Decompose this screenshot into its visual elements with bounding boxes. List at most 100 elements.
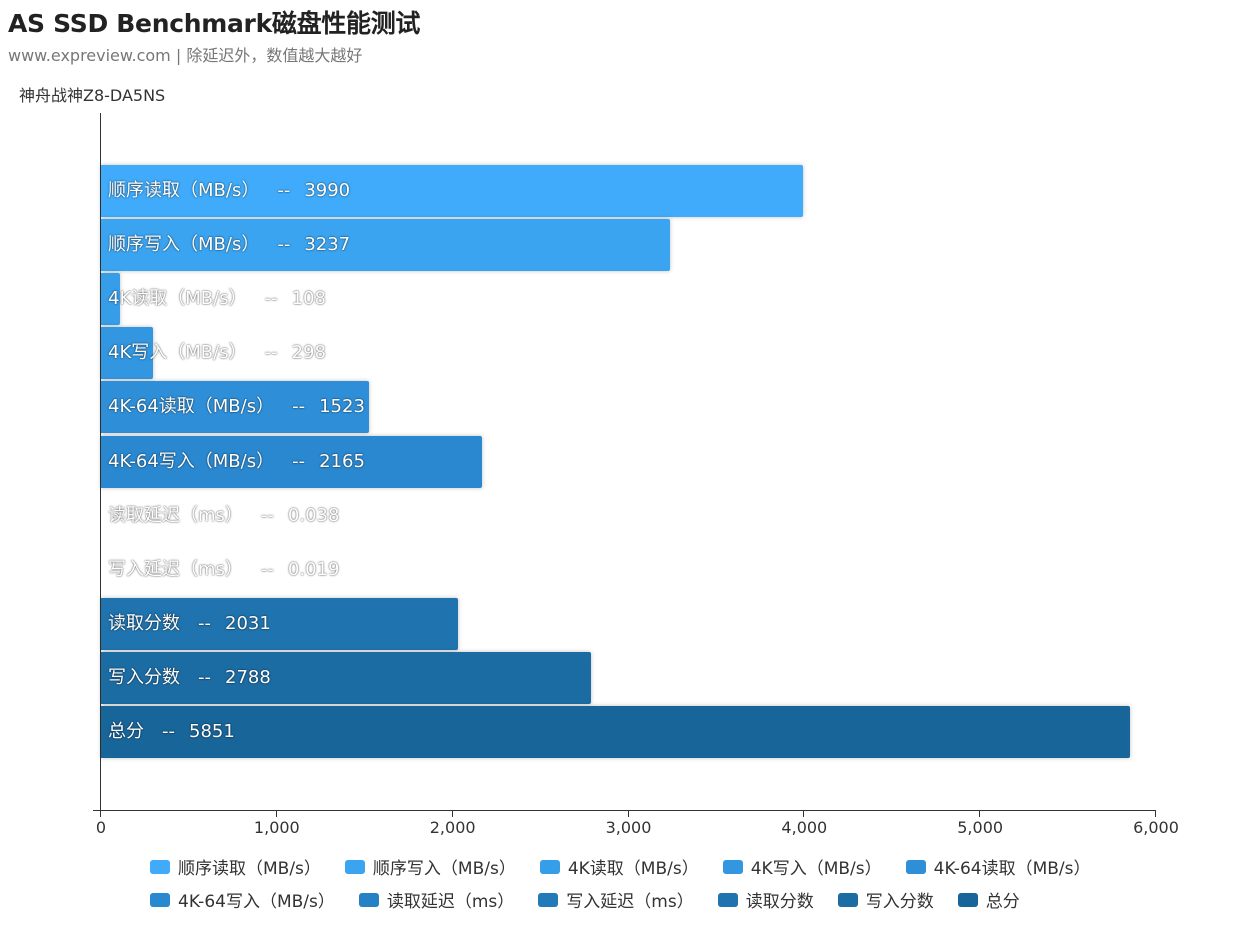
x-tick-label: 3,000	[605, 818, 652, 837]
legend-item[interactable]: 读取分数	[717, 887, 814, 912]
legend-swatch-icon	[957, 892, 978, 907]
x-axis-line	[93, 810, 1156, 811]
x-tick	[451, 810, 453, 817]
bar-label-separator: --	[264, 288, 278, 310]
bar-label: 4K写入（MB/s） -- 298	[108, 327, 326, 379]
legend-label: 4K-64读取（MB/s）	[933, 859, 1091, 879]
legend-item[interactable]: 4K写入（MB/s）	[722, 854, 882, 879]
bar-label-name: 4K-64写入（MB/s）	[108, 450, 275, 472]
bar-label-value: 0.019	[287, 558, 340, 580]
bar-label-separator: --	[198, 666, 211, 688]
legend-label: 顺序写入（MB/s）	[372, 859, 516, 879]
x-tick	[275, 810, 277, 817]
bar[interactable]	[101, 273, 120, 326]
legend-swatch-icon	[837, 892, 858, 907]
bar[interactable]	[101, 165, 803, 217]
bar-label-separator: --	[277, 180, 291, 201]
legend-item[interactable]: 写入延迟（ms）	[538, 887, 694, 912]
bar-label-name: 顺序读取（MB/s）	[108, 180, 260, 201]
legend-item[interactable]: 写入分数	[837, 887, 934, 912]
legend-swatch-icon	[538, 892, 559, 907]
bar-label-value: 5851	[189, 721, 235, 742]
legend-label: 总分	[985, 892, 1020, 912]
x-tick	[1155, 810, 1156, 817]
bar-label-value: 3990	[304, 180, 351, 201]
bar-label-value: 3237	[304, 234, 351, 256]
legend-label: 4K写入（MB/s）	[750, 859, 882, 879]
bar-label-name: 读取延迟（ms）	[108, 504, 243, 526]
device-label: 神舟战神Z8-DA5NS	[19, 86, 166, 105]
bar-label: 读取分数 -- 2031	[108, 598, 271, 650]
bar-label-name: 写入延迟（ms）	[108, 558, 243, 580]
legend-label: 读取延迟（ms）	[386, 892, 515, 912]
legend-swatch-icon	[722, 859, 743, 874]
x-tick-label: 0	[95, 818, 107, 837]
bar-label: 4K读取（MB/s） -- 108	[108, 273, 326, 325]
bar-label-separator: --	[260, 558, 274, 580]
x-tick	[979, 810, 981, 817]
legend: 顺序读取（MB/s） 顺序写入（MB/s） 4K读取（MB/s） 4K写入（MB/s）…	[150, 850, 1150, 916]
bar-label-separator: --	[292, 396, 306, 418]
bar-label: 顺序写入（MB/s） -- 3237	[108, 219, 350, 271]
legend-row: 4K-64写入（MB/s） 读取延迟（ms） 写入延迟（ms） 读取分数 写入分数 总分	[150, 883, 1150, 916]
legend-item[interactable]: 4K读取（MB/s）	[539, 854, 699, 879]
x-tick-label: 2,000	[429, 818, 476, 837]
bar-label: 顺序读取（MB/s） -- 3990	[108, 165, 350, 217]
legend-item[interactable]: 顺序写入（MB/s）	[344, 854, 516, 879]
legend-item[interactable]: 4K-64读取（MB/s）	[905, 854, 1091, 879]
legend-item[interactable]: 顺序读取（MB/s）	[150, 854, 321, 879]
x-tick	[100, 810, 101, 817]
bar[interactable]	[101, 219, 671, 272]
bar-label: 写入分数 -- 2788	[108, 652, 271, 704]
x-tick-label: 5,000	[957, 818, 1004, 837]
bar[interactable]	[101, 327, 154, 380]
legend-label: 4K-64写入（MB/s）	[178, 892, 335, 912]
bar[interactable]	[101, 651, 592, 704]
bar-label-name: 总分	[108, 721, 144, 742]
legend-label: 4K读取（MB/s）	[567, 859, 699, 879]
bar[interactable]	[101, 597, 459, 650]
bar-label-separator: --	[292, 450, 306, 472]
legend-item[interactable]: 读取延迟（ms）	[358, 887, 515, 912]
bar-label-name: 读取分数	[108, 612, 180, 634]
bar-label: 4K-64写入（MB/s） -- 2165	[108, 436, 365, 488]
chart-subtitle: www.expreview.com | 除延迟外，数值越大越好	[8, 46, 363, 65]
legend-swatch-icon	[150, 859, 170, 874]
legend-swatch-icon	[358, 892, 379, 907]
bar-label-value: 2165	[319, 450, 365, 472]
bar-label-value: 2788	[225, 666, 271, 688]
legend-label: 顺序读取（MB/s）	[178, 859, 321, 879]
bar-label-value: 2031	[225, 612, 271, 634]
bar[interactable]	[101, 381, 369, 434]
bar-label-value: 108	[291, 288, 326, 310]
bar-label-separator: --	[198, 612, 211, 634]
legend-label: 读取分数	[745, 892, 814, 912]
bar-label-separator: --	[162, 721, 175, 742]
bar-label: 读取延迟（ms） -- 0.038	[108, 490, 339, 542]
bar-label-separator: --	[260, 504, 274, 526]
bar-label: 写入延迟（ms） -- 0.019	[108, 544, 339, 596]
x-tick	[803, 810, 805, 817]
legend-swatch-icon	[539, 859, 560, 874]
y-axis-line	[100, 113, 101, 811]
legend-item[interactable]: 总分	[957, 887, 1020, 912]
legend-row: 顺序读取（MB/s） 顺序写入（MB/s） 4K读取（MB/s） 4K写入（MB/s）…	[150, 850, 1150, 883]
x-tick-label: 4,000	[781, 818, 828, 837]
bar-label-name: 4K读取（MB/s）	[108, 288, 247, 310]
legend-item[interactable]: 4K-64写入（MB/s）	[150, 887, 335, 912]
legend-label: 写入延迟（ms）	[566, 892, 694, 912]
legend-swatch-icon	[150, 892, 170, 907]
x-tick-label: 1,000	[253, 818, 300, 837]
bar-label-value: 1523	[319, 396, 365, 418]
bar[interactable]	[101, 706, 1130, 758]
legend-swatch-icon	[905, 859, 926, 874]
bar-label-value: 298	[291, 342, 326, 364]
x-tick-label: 6,000	[1133, 818, 1179, 837]
bar-label: 总分 -- 5851	[108, 706, 235, 758]
x-tick	[627, 810, 629, 817]
bar-label-name: 顺序写入（MB/s）	[108, 234, 260, 256]
chart-title: AS SSD Benchmark磁盘性能测试	[8, 9, 421, 38]
bar[interactable]	[101, 435, 482, 488]
bar-label-name: 4K写入（MB/s）	[108, 342, 247, 364]
